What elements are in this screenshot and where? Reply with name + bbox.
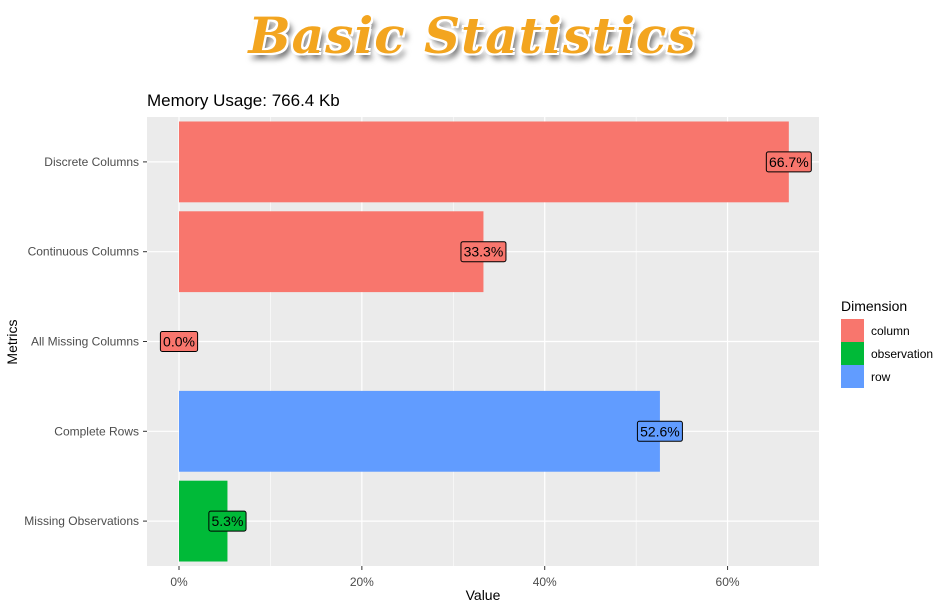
data-label-text: 5.3% xyxy=(211,513,243,529)
x-tick-label: 0% xyxy=(170,575,188,589)
data-label: 66.7% xyxy=(765,151,812,173)
data-label-box xyxy=(636,420,683,442)
bars xyxy=(179,121,789,562)
x-tick-label: 40% xyxy=(533,575,557,589)
legend-key xyxy=(841,342,864,365)
banner-title: Basic Statistics xyxy=(248,6,697,65)
legend-label: observation xyxy=(871,347,933,361)
bar xyxy=(179,211,484,293)
x-tick-label: 60% xyxy=(716,575,740,589)
data-label-box xyxy=(765,151,812,173)
data-label-box xyxy=(208,510,247,532)
y-tick-label: Continuous Columns xyxy=(28,245,139,259)
bar xyxy=(179,121,789,203)
data-label-box xyxy=(460,241,507,263)
data-label: 33.3% xyxy=(460,241,507,263)
x-tick-label: 20% xyxy=(350,575,374,589)
x-axis-title: Value xyxy=(466,587,501,602)
y-tick-label: Missing Observations xyxy=(24,514,139,528)
x-tick-labels: 0% 20% 40% 60% xyxy=(170,566,740,589)
y-axis-title: Metrics xyxy=(4,319,20,364)
data-label-text: 66.7% xyxy=(769,154,809,170)
legend-label: column xyxy=(871,324,910,338)
data-label-text: 33.3% xyxy=(464,244,504,260)
data-label: 0.0% xyxy=(159,331,199,352)
bar xyxy=(179,390,660,472)
y-tick-label: Complete Rows xyxy=(54,424,139,438)
legend-label: row xyxy=(871,370,891,384)
legend: column observation row xyxy=(841,319,933,388)
data-label-text: 52.6% xyxy=(640,423,680,439)
legend-key xyxy=(841,365,864,388)
legend-title: Dimension xyxy=(841,298,907,314)
data-label-box xyxy=(159,331,199,352)
data-label-text: 0.0% xyxy=(163,334,195,350)
y-tick-labels: Discrete Columns Continuous Columns All Mi… xyxy=(24,155,147,528)
y-tick-label: Discrete Columns xyxy=(44,155,139,169)
legend-key xyxy=(841,319,864,342)
data-labels: 66.7% 33.3% 0.0% 52.6% 5.3% xyxy=(159,151,812,532)
chart-title: Memory Usage: 766.4 Kb xyxy=(147,91,340,110)
data-label: 52.6% xyxy=(636,420,683,442)
data-label: 5.3% xyxy=(208,510,247,532)
y-tick-label: All Missing Columns xyxy=(31,335,139,349)
